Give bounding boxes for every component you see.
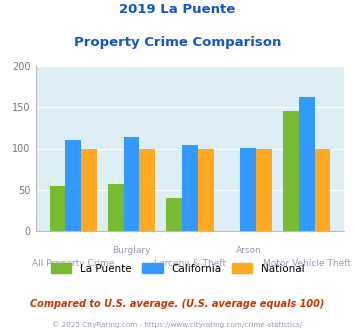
- Bar: [166, 198, 182, 231]
- Bar: [256, 148, 272, 231]
- Bar: [198, 148, 214, 231]
- Bar: [283, 112, 299, 231]
- Bar: [65, 140, 81, 231]
- Bar: [240, 148, 256, 231]
- Bar: [108, 184, 124, 231]
- Text: Arson: Arson: [235, 246, 261, 255]
- Text: Compared to U.S. average. (U.S. average equals 100): Compared to U.S. average. (U.S. average …: [30, 299, 325, 309]
- Bar: [50, 185, 65, 231]
- Bar: [140, 148, 155, 231]
- Text: Larceny & Theft: Larceny & Theft: [154, 259, 226, 268]
- Bar: [182, 145, 198, 231]
- Text: All Property Crime: All Property Crime: [32, 259, 114, 268]
- Legend: La Puente, California, National: La Puente, California, National: [51, 263, 304, 274]
- Bar: [315, 148, 330, 231]
- Bar: [124, 137, 140, 231]
- Bar: [81, 148, 97, 231]
- Text: © 2025 CityRating.com - https://www.cityrating.com/crime-statistics/: © 2025 CityRating.com - https://www.city…: [53, 322, 302, 328]
- Text: Burglary: Burglary: [112, 246, 151, 255]
- Text: 2019 La Puente: 2019 La Puente: [119, 3, 236, 16]
- Text: Property Crime Comparison: Property Crime Comparison: [74, 36, 281, 49]
- Bar: [299, 96, 315, 231]
- Text: Motor Vehicle Theft: Motor Vehicle Theft: [263, 259, 351, 268]
